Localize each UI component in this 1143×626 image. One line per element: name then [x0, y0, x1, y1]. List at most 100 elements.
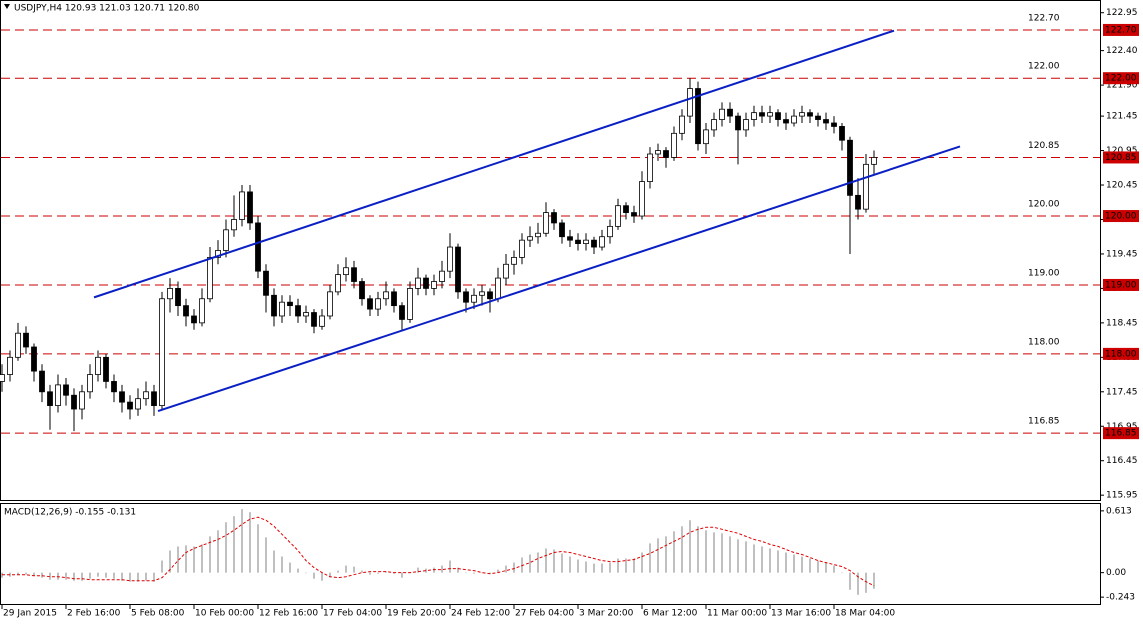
macd-bar — [305, 572, 307, 574]
y-tick-label: 120.95 — [1106, 146, 1138, 156]
level-label: 122.00 — [1028, 62, 1060, 72]
y-tick-label: 121.90 — [1106, 81, 1138, 91]
macd-bar — [561, 553, 563, 573]
macd-bar — [345, 565, 347, 573]
candle-body — [55, 384, 61, 406]
macd-bar — [673, 531, 675, 573]
level-tag-label: 120.00 — [1105, 212, 1137, 222]
macd-bar — [377, 572, 379, 574]
candle-body — [255, 222, 261, 272]
candle-body — [871, 157, 877, 165]
macd-bar — [745, 541, 747, 573]
candle-body — [559, 222, 565, 238]
macd-bar — [801, 556, 803, 573]
candle-body — [751, 112, 757, 120]
x-tick-label: 29 Jan 2015 — [3, 609, 57, 619]
candle-body — [39, 370, 45, 393]
level-label: 119.00 — [1028, 268, 1060, 278]
macd-bar — [577, 559, 579, 573]
candle-body — [471, 294, 477, 303]
channel-line — [157, 145, 961, 413]
candle-body — [671, 132, 677, 158]
candle-body — [327, 291, 333, 317]
macd-bar — [697, 526, 699, 573]
macd-bar — [217, 530, 219, 573]
macd-bar — [529, 554, 531, 573]
macd-bar — [657, 538, 659, 573]
macd-bar — [593, 563, 595, 573]
candle-body — [855, 194, 861, 210]
macd-bar — [481, 572, 483, 574]
candle-body — [231, 219, 237, 231]
macd-bar — [793, 554, 795, 573]
candle-body — [175, 288, 181, 307]
candle-body — [551, 212, 557, 224]
level-label: 116.85 — [1028, 417, 1060, 427]
candle-body — [279, 301, 285, 317]
macd-bar — [665, 536, 667, 573]
macd-bar — [833, 565, 835, 573]
candle-body — [607, 225, 613, 238]
menu-arrow[interactable] — [4, 4, 10, 9]
level-label: 118.00 — [1028, 337, 1060, 347]
macd-bar — [33, 572, 35, 576]
level-tag-label: 118.00 — [1105, 349, 1137, 359]
macd-bar — [337, 570, 339, 573]
macd-bar — [321, 572, 323, 581]
level-tag — [1103, 210, 1139, 223]
x-tick-label: 19 Feb 20:00 — [387, 609, 446, 619]
candle-body — [239, 191, 245, 220]
candle-body — [567, 236, 573, 241]
macd-bar — [289, 562, 291, 573]
candle-body — [191, 315, 197, 324]
macd-bar — [809, 558, 811, 573]
y-tick-label: 122.40 — [1106, 46, 1138, 56]
macd-bar — [369, 572, 371, 575]
candle-body — [583, 239, 589, 245]
y-tick-label: 116.45 — [1106, 456, 1138, 466]
macd-bar — [201, 544, 203, 573]
candle-body — [79, 391, 85, 410]
macd-bar — [361, 570, 363, 573]
macd-bar — [545, 548, 547, 573]
macd-bar — [81, 572, 83, 581]
macd-bar — [385, 571, 387, 573]
macd-bar — [457, 567, 459, 573]
macd-bar — [849, 572, 851, 590]
macd-bar — [265, 537, 267, 573]
candle-body — [23, 332, 29, 348]
macd-bar — [241, 509, 243, 573]
candle-body — [399, 305, 405, 320]
candle-body — [87, 374, 93, 393]
candle-body — [359, 281, 365, 300]
candle-body — [343, 267, 349, 276]
candle-body — [575, 239, 581, 245]
macd-bar — [145, 572, 147, 581]
macd-bar — [393, 572, 395, 574]
level-tag — [1103, 427, 1139, 440]
candle-body — [335, 274, 341, 293]
candle-body — [63, 384, 69, 396]
macd-bar — [105, 572, 107, 578]
x-tick-label: 13 Mar 16:00 — [771, 609, 831, 619]
candle-body — [535, 232, 541, 238]
channel-line — [93, 29, 895, 299]
candle-body — [383, 291, 389, 300]
candle-body — [71, 394, 77, 410]
candle-body — [727, 108, 733, 117]
y-tick-label: 116.95 — [1106, 422, 1138, 432]
candle-body — [807, 112, 813, 117]
macd-bar — [649, 543, 651, 573]
y-tick-label: 0.00 — [1106, 568, 1126, 578]
candle-body — [15, 332, 21, 358]
level-tag-label: 122.00 — [1105, 74, 1137, 84]
macd-bar — [857, 572, 859, 595]
candle-body — [31, 346, 37, 372]
macd-bar — [753, 544, 755, 573]
level-tag — [1103, 72, 1139, 85]
candle-body — [615, 205, 621, 227]
macd-bar — [617, 558, 619, 573]
candle-body — [215, 250, 221, 258]
level-tag — [1103, 278, 1139, 291]
